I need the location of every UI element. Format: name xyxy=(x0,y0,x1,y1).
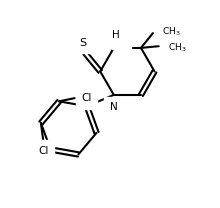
Text: S: S xyxy=(79,37,86,47)
Text: CH$_3$: CH$_3$ xyxy=(162,26,181,38)
Text: H: H xyxy=(112,30,120,40)
Text: Cl: Cl xyxy=(38,146,48,156)
Text: N: N xyxy=(110,102,118,112)
Text: CH$_3$: CH$_3$ xyxy=(168,41,187,53)
Text: H: H xyxy=(118,33,125,43)
Text: Cl: Cl xyxy=(81,93,92,103)
